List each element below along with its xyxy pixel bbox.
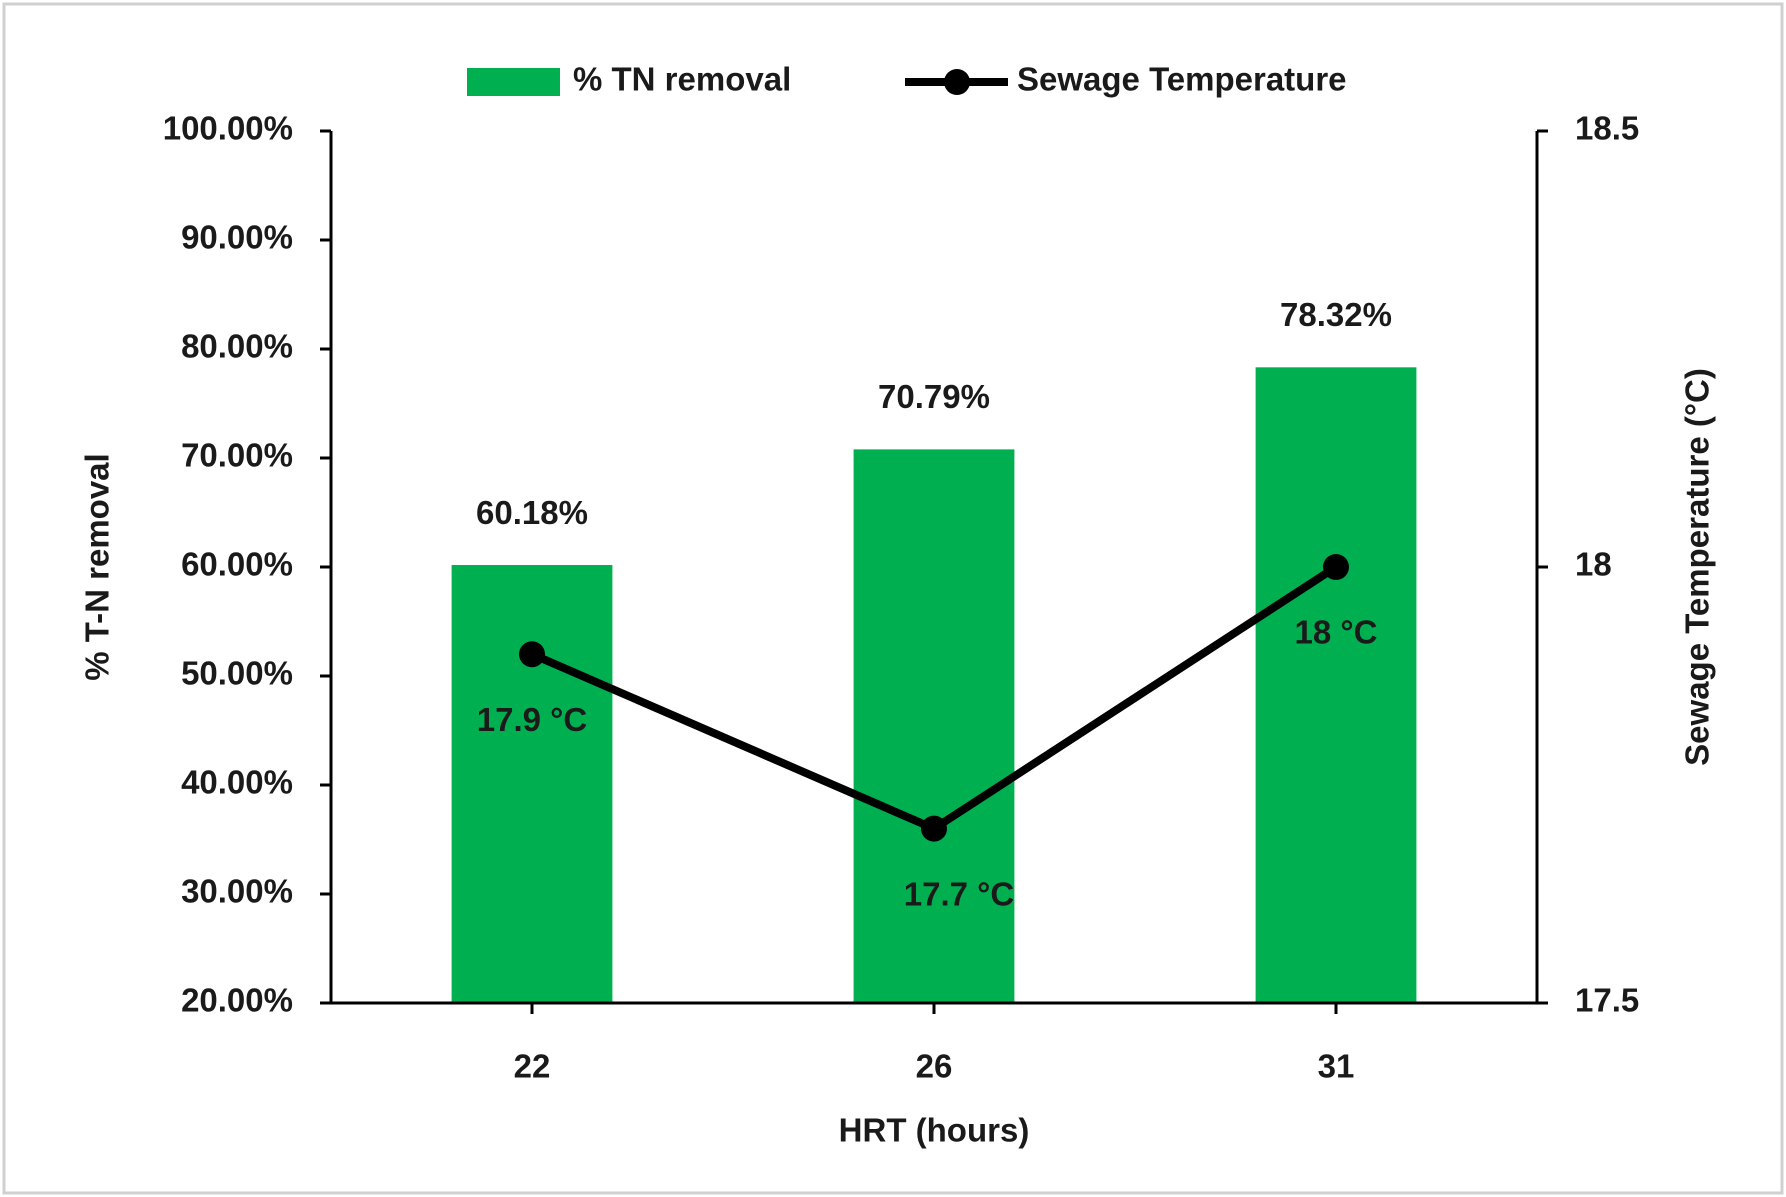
y2-tick-label: 18.5	[1575, 110, 1639, 147]
bar-value-label: 78.32%	[1280, 296, 1392, 333]
x-tick-label: 22	[514, 1048, 551, 1085]
x-tick-label: 31	[1318, 1048, 1355, 1085]
bar-value-label: 60.18%	[476, 494, 588, 531]
y-tick-label: 20.00%	[181, 982, 293, 1019]
line-value-label: 18 °C	[1295, 614, 1378, 651]
bar	[853, 449, 1015, 1003]
x-axis-label: HRT (hours)	[839, 1112, 1030, 1149]
x-tick-label: 26	[916, 1048, 953, 1085]
line-point	[519, 641, 545, 668]
y-tick-label: 80.00%	[181, 328, 293, 365]
y-tick-label: 90.00%	[181, 219, 293, 256]
bar-value-label: 70.79%	[878, 378, 990, 415]
y-tick-label: 50.00%	[181, 655, 293, 692]
line-point	[1323, 554, 1349, 580]
y-tick-label: 40.00%	[181, 764, 293, 801]
legend-label: % TN removal	[573, 61, 791, 98]
legend-swatch	[467, 68, 560, 96]
y2-tick-label: 17.5	[1575, 982, 1639, 1019]
y2-tick-label: 18	[1575, 546, 1612, 583]
legend-label: Sewage Temperature	[1017, 61, 1347, 98]
y-axis-label: % T-N removal	[79, 453, 116, 680]
y-tick-label: 30.00%	[181, 873, 293, 910]
line-value-label: 17.7 °C	[904, 875, 1014, 912]
y-tick-label: 100.00%	[163, 110, 293, 147]
line-value-label: 17.9 °C	[477, 701, 587, 738]
y2-axis-label: Sewage Temperature (°C)	[1679, 368, 1716, 766]
y-tick-label: 60.00%	[181, 546, 293, 583]
legend-swatch-point	[944, 69, 970, 95]
y-tick-label: 70.00%	[181, 437, 293, 474]
bar	[1255, 367, 1417, 1003]
line-point	[921, 815, 947, 842]
bar	[451, 565, 613, 1003]
